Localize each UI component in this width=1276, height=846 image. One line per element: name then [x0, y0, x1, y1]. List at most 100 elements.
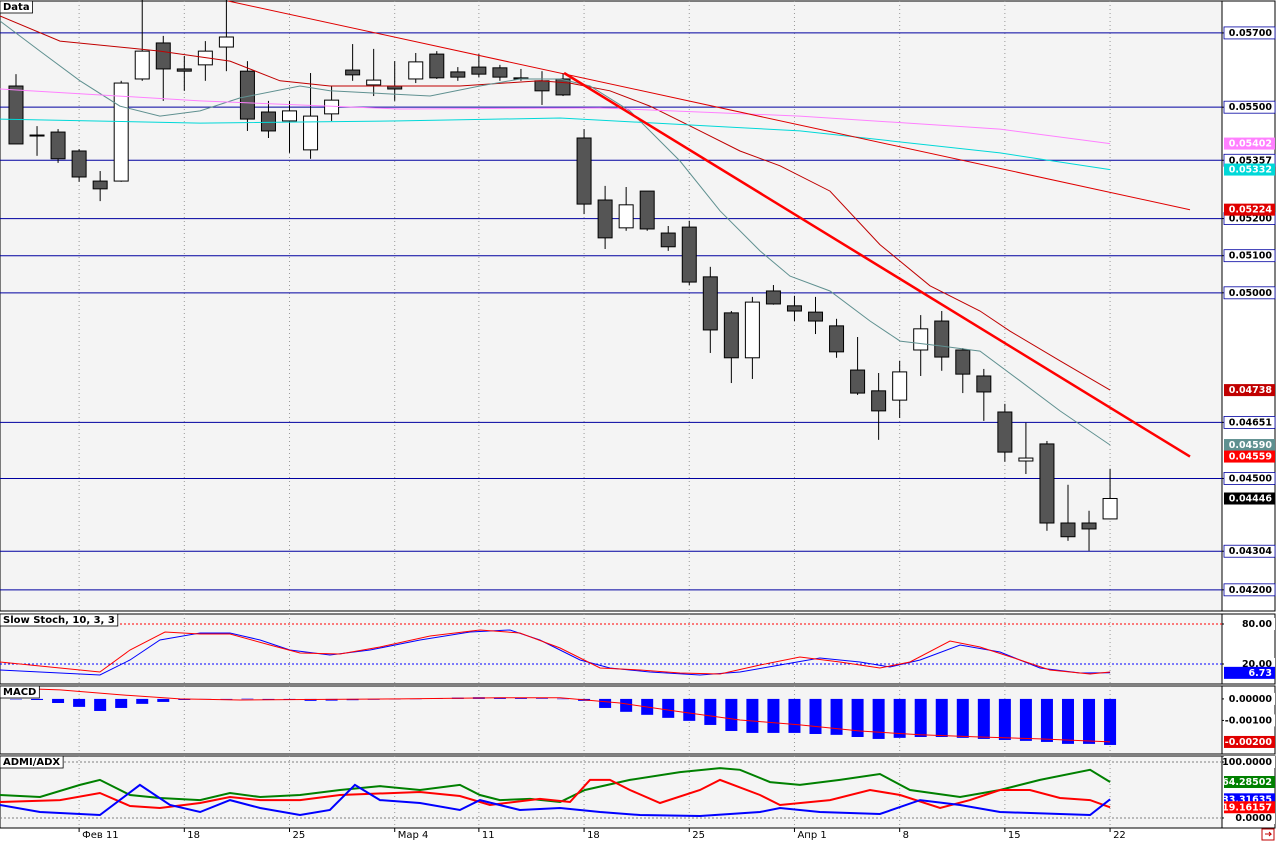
histogram-bar [998, 698, 1011, 741]
series-line [0, 767, 1111, 804]
histogram-bar [746, 698, 759, 733]
histogram-bar [241, 698, 254, 700]
histogram-bar [704, 698, 717, 725]
candle-body [1039, 443, 1055, 524]
x-tick-label: 18 [187, 830, 200, 841]
series-group [0, 687, 1117, 745]
candle-body [260, 111, 276, 132]
histogram-bar [788, 698, 801, 733]
histogram-bar [557, 698, 570, 700]
candle-body [176, 68, 192, 72]
series-line [0, 778, 1111, 810]
candle-body [345, 69, 361, 76]
y-tick-label: 0.00000 [1229, 694, 1273, 705]
value-marker-label: 0.05402 [1229, 139, 1272, 150]
histogram-bar [599, 698, 612, 708]
histogram-bar [9, 698, 22, 700]
candle-body [702, 276, 718, 331]
tick-box [1223, 544, 1276, 558]
candle-body [324, 99, 340, 115]
candle-body [450, 71, 466, 78]
histogram-bar [914, 698, 927, 737]
histogram-bar [1104, 698, 1117, 745]
candle-body [681, 226, 697, 283]
series-line [0, 15, 1111, 391]
value-marker [1224, 735, 1275, 748]
histogram-bar [157, 698, 170, 702]
histogram-bar [767, 698, 780, 733]
panel [0, 685, 1223, 755]
value-marker-label: 0.04590 [1229, 440, 1273, 451]
x-tick-label: 11 [482, 830, 495, 841]
series-line [0, 783, 1111, 818]
histogram-bar [94, 698, 107, 711]
value-marker [1224, 163, 1275, 176]
histogram-bar [935, 698, 948, 737]
tick-box [1223, 100, 1276, 114]
histogram-bar [1061, 698, 1074, 744]
value-marker [1224, 666, 1275, 679]
candle-body [471, 66, 487, 75]
candle-body [429, 53, 445, 79]
panel-title: Slow Stoch, 10, 3, 3 [3, 615, 115, 626]
candle-body [850, 369, 866, 394]
candle-body [976, 375, 992, 393]
candle-body [29, 134, 45, 137]
histogram-bar [514, 698, 527, 699]
candle-body [534, 80, 550, 92]
histogram-bar [725, 698, 738, 731]
candle-body [639, 190, 655, 230]
candle-body [92, 180, 108, 190]
candle-body [282, 110, 298, 122]
candle-body [555, 78, 571, 96]
value-marker [1224, 801, 1275, 814]
y-tick-label: 20.00 [1242, 659, 1272, 670]
histogram-bar [872, 698, 885, 739]
value-marker [1224, 439, 1275, 452]
y-tick-label: 0.05500 [1229, 102, 1273, 113]
candle-body [408, 61, 424, 80]
panel-title: ADMI/ADX [3, 757, 60, 768]
candle-body [1060, 522, 1076, 538]
candle-body [155, 42, 171, 70]
series-line [563, 71, 1191, 458]
x-tick-label: Мар 4 [398, 830, 429, 841]
y-tick-label: 0.04200 [1229, 585, 1273, 596]
value-marker-label: 0.04559 [1229, 452, 1272, 463]
y-tick-label: 0.05100 [1229, 251, 1273, 262]
series-line [0, 629, 1111, 676]
value-marker-label: 19.16157 [1222, 802, 1272, 813]
y-tick-label: 0.05000 [1229, 288, 1273, 299]
tick-box [1224, 692, 1275, 705]
candle-body [1081, 522, 1097, 530]
histogram-bar [662, 698, 675, 718]
histogram-bar [620, 698, 633, 712]
histogram-bar [956, 698, 969, 738]
value-marker-label: -0.00200 [1225, 737, 1273, 748]
candle-body [218, 36, 234, 48]
x-tick-label: 15 [1008, 830, 1021, 841]
series-group [0, 0, 1222, 591]
tick-box [1223, 415, 1276, 429]
axis-panel [1221, 0, 1276, 612]
value-marker-label: 0.04446 [1229, 494, 1273, 505]
tick-box [1224, 714, 1275, 727]
candle-body [744, 301, 760, 359]
candle-body [618, 204, 634, 229]
y-tick-label: 0.05200 [1229, 214, 1273, 225]
x-tick-label: 18 [587, 830, 600, 841]
value-marker [1224, 775, 1275, 788]
candle-body [934, 320, 950, 358]
tick-box [1224, 811, 1275, 824]
histogram-bar [977, 698, 990, 739]
candle-body [303, 115, 319, 151]
tick-box [1224, 618, 1275, 630]
candle-body [723, 312, 739, 359]
tick-box [1223, 249, 1276, 263]
series-line [0, 629, 1111, 675]
candle-body [660, 232, 676, 248]
candle-body [765, 290, 781, 305]
candle-body [8, 85, 24, 145]
